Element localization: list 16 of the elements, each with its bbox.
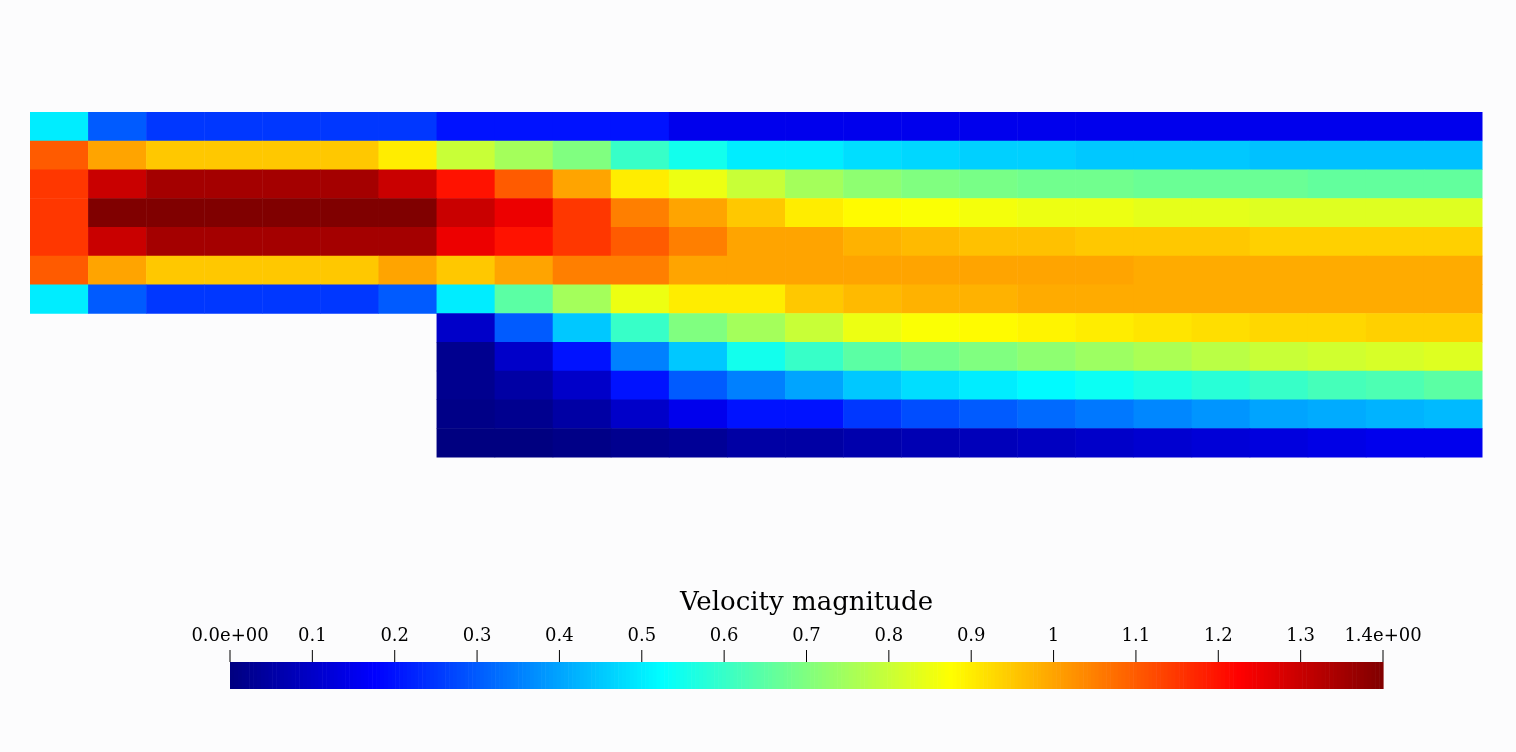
color-bar-label: 1.1 xyxy=(1121,624,1151,645)
color-bar-title: Velocity magnitude xyxy=(678,586,934,616)
color-bar-label: 1.3 xyxy=(1286,624,1315,645)
color-bar-label: 0.3 xyxy=(462,624,492,645)
color-bar-label: 0.4 xyxy=(545,624,574,645)
color-bar-label: 0.1 xyxy=(298,624,327,645)
color-bar-label: 1 xyxy=(1047,624,1060,645)
color-bar-label: 0.7 xyxy=(792,624,821,645)
color-bar-label: 0.5 xyxy=(627,624,657,645)
color-bar-label: 0.9 xyxy=(956,624,986,645)
color-bar-label: 0.6 xyxy=(709,624,739,645)
color-bar-label: 0.8 xyxy=(874,624,904,645)
color-bar-label: 1.2 xyxy=(1203,624,1233,645)
color-bar-label: 1.4e+00 xyxy=(1344,624,1422,645)
color-bar-label: 0.0e+00 xyxy=(191,624,269,645)
color-bar-label: 0.2 xyxy=(380,624,410,645)
